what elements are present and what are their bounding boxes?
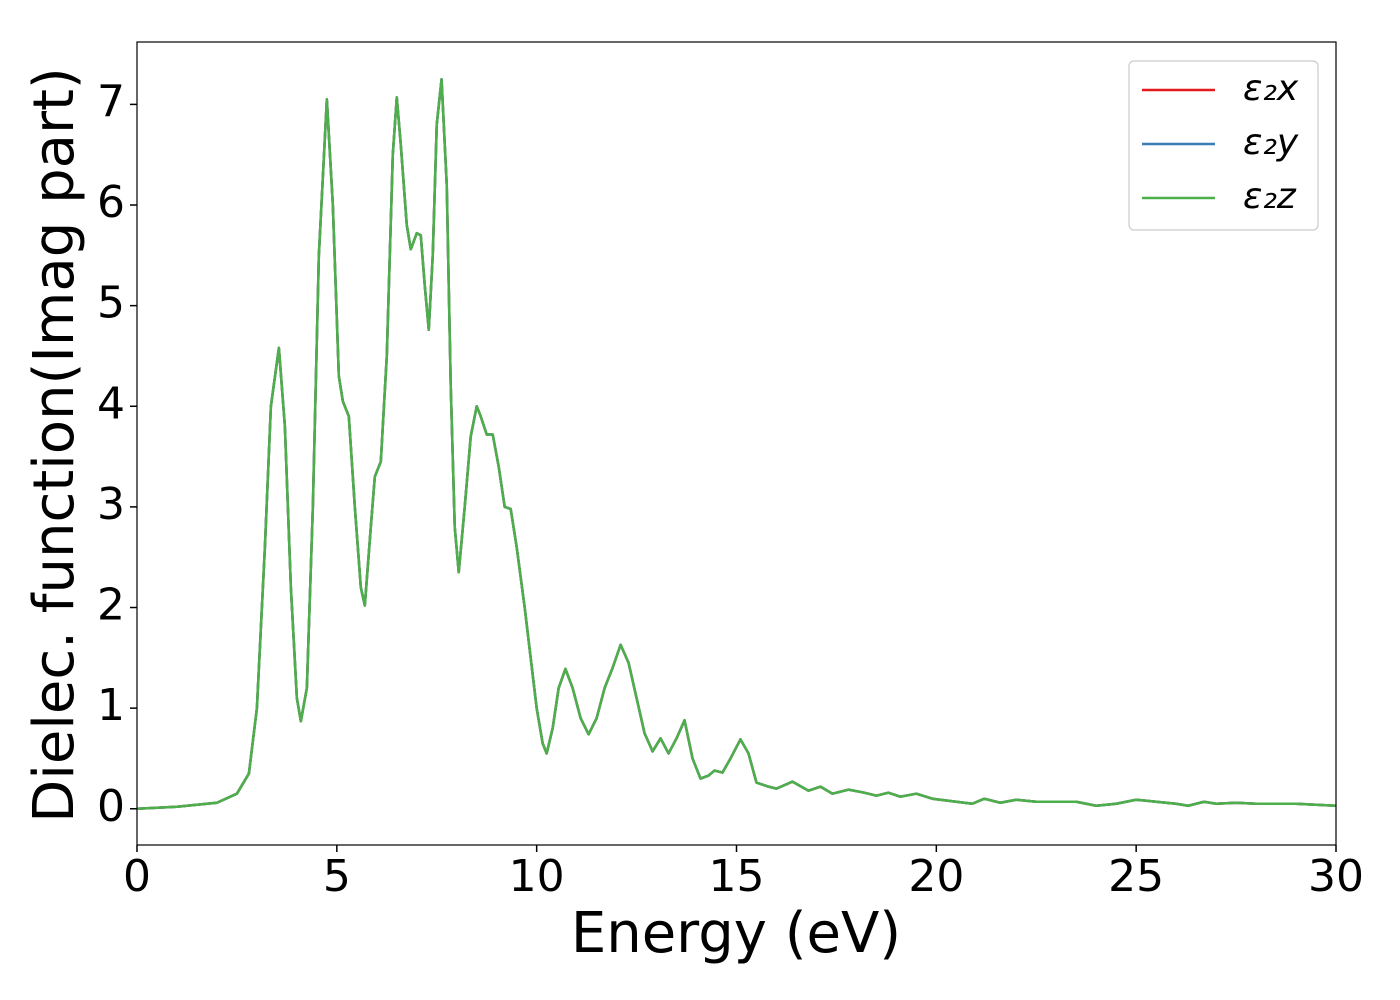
y-tick-label: 5 bbox=[97, 278, 125, 329]
y-tick-label: 7 bbox=[97, 76, 125, 127]
y-tick-label: 1 bbox=[97, 680, 125, 731]
legend-label: ε₂z bbox=[1243, 176, 1297, 217]
plot-frame bbox=[136, 41, 1337, 846]
y-tick-label: 0 bbox=[97, 781, 125, 832]
line-series bbox=[136, 77, 1337, 811]
x-tick-label: 30 bbox=[1308, 851, 1364, 902]
y-tick-label: 4 bbox=[97, 378, 125, 429]
x-tick-label: 25 bbox=[1108, 851, 1164, 902]
legend-label: ε₂y bbox=[1243, 122, 1299, 163]
x-tick-label: 10 bbox=[509, 851, 565, 902]
x-tick-label: 5 bbox=[323, 851, 351, 902]
legend-box bbox=[1128, 60, 1319, 231]
y-tick-label: 2 bbox=[97, 580, 125, 631]
x-tick-label: 0 bbox=[123, 851, 151, 902]
legend-label: ε₂x bbox=[1243, 68, 1299, 109]
y-tick-label: 6 bbox=[97, 177, 125, 228]
x-tick-label: 15 bbox=[709, 851, 765, 902]
y-tick-label: 3 bbox=[97, 479, 125, 530]
y-axis-label: Dielec. function(Imag part) bbox=[22, 67, 87, 823]
x-axis-label: Energy (eV) bbox=[571, 901, 901, 966]
x-tick-label: 20 bbox=[908, 851, 964, 902]
